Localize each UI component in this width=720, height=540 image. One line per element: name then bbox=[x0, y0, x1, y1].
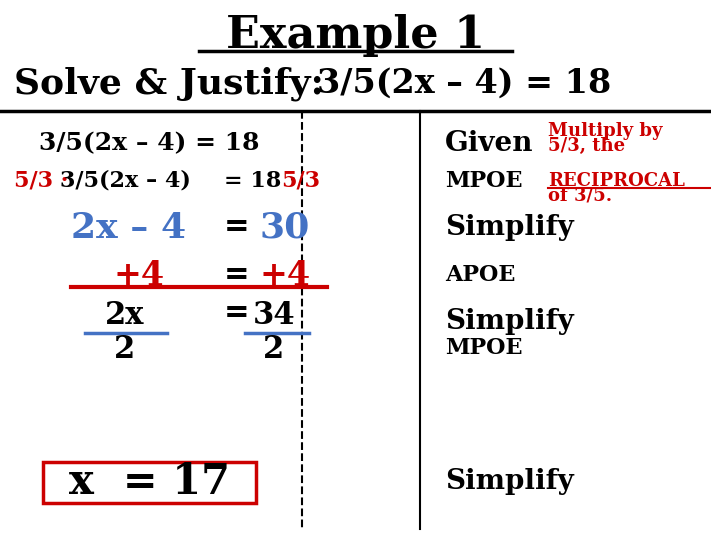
Text: =: = bbox=[224, 298, 250, 329]
Text: Solve & Justify:: Solve & Justify: bbox=[14, 66, 324, 101]
Text: 2: 2 bbox=[114, 334, 135, 366]
Text: Given: Given bbox=[445, 130, 534, 157]
Text: APOE: APOE bbox=[445, 265, 515, 286]
Text: MPOE: MPOE bbox=[445, 170, 522, 192]
Text: = 18 ·: = 18 · bbox=[224, 170, 297, 192]
Text: 2x – 4: 2x – 4 bbox=[71, 211, 186, 245]
Text: Example 1: Example 1 bbox=[226, 14, 485, 57]
Text: Multiply by: Multiply by bbox=[548, 122, 662, 140]
Text: Simplify: Simplify bbox=[445, 308, 573, 335]
Text: =: = bbox=[224, 212, 250, 244]
Text: 3/5(2x – 4): 3/5(2x – 4) bbox=[60, 170, 192, 192]
Text: 34: 34 bbox=[253, 300, 295, 332]
Text: Simplify: Simplify bbox=[445, 468, 573, 495]
Text: RECIPROCAL: RECIPROCAL bbox=[548, 172, 685, 190]
Text: 5/3, the: 5/3, the bbox=[548, 137, 625, 155]
Text: 3/5(2x – 4) = 18: 3/5(2x – 4) = 18 bbox=[39, 131, 260, 155]
Text: =: = bbox=[224, 260, 250, 291]
Text: 2: 2 bbox=[264, 334, 284, 366]
Text: 3/5(2x – 4) = 18: 3/5(2x – 4) = 18 bbox=[317, 67, 611, 100]
Text: +4: +4 bbox=[260, 259, 311, 292]
Text: +4: +4 bbox=[113, 259, 164, 292]
Text: 30: 30 bbox=[260, 211, 310, 245]
Text: 2x: 2x bbox=[105, 300, 144, 332]
Text: 5/3 ·: 5/3 · bbox=[14, 170, 68, 192]
Text: of 3/5.: of 3/5. bbox=[548, 186, 612, 205]
Text: MPOE: MPOE bbox=[445, 337, 522, 359]
Text: Simplify: Simplify bbox=[445, 214, 573, 241]
Text: 5/3: 5/3 bbox=[281, 170, 320, 192]
Text: x  = 17: x = 17 bbox=[69, 461, 230, 503]
